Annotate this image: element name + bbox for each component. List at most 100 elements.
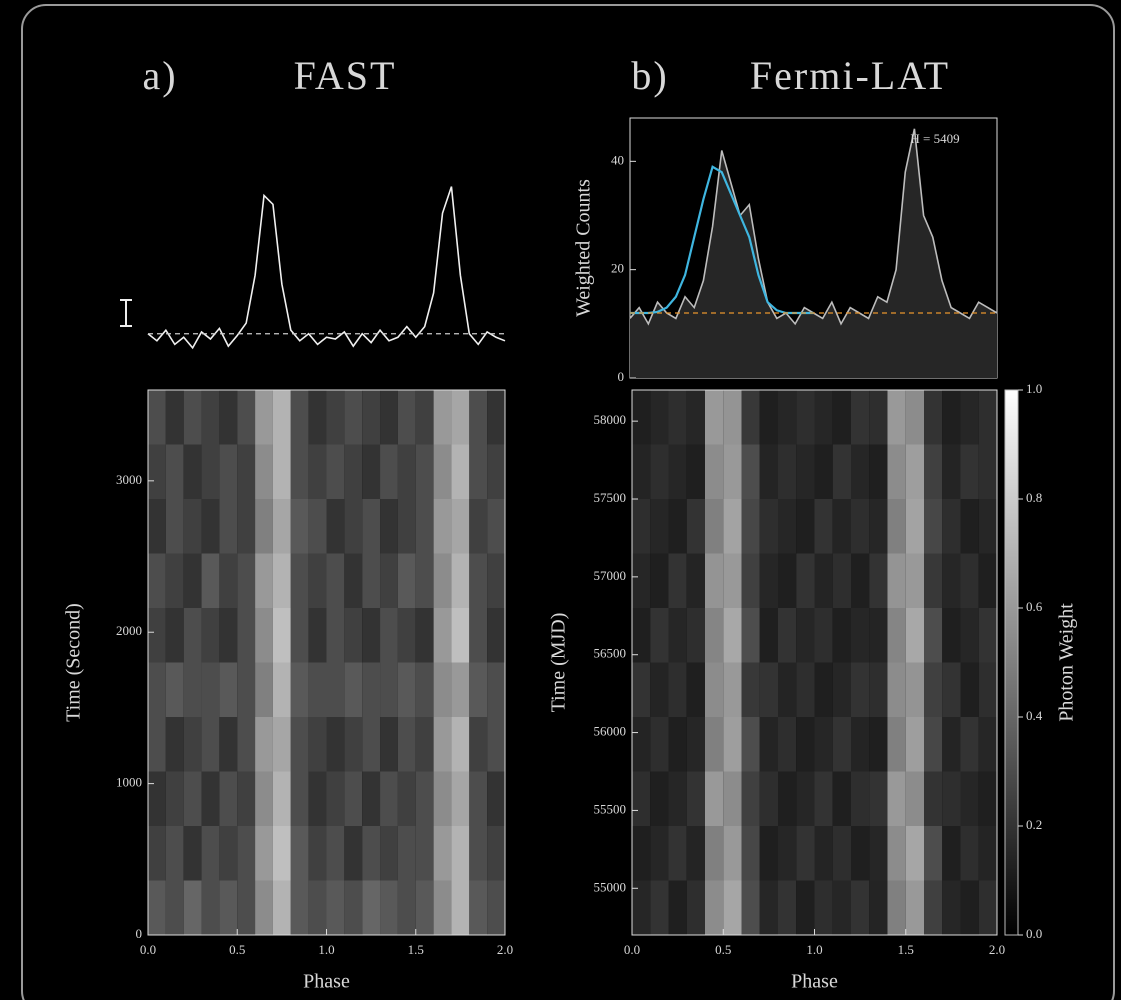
heatmap-cell	[397, 499, 416, 554]
heatmap-cell	[960, 444, 979, 499]
heatmap-cell	[290, 608, 309, 663]
heatmap-cell	[290, 662, 309, 717]
heatmap-cell	[924, 444, 943, 499]
colorbar	[1004, 389, 1019, 936]
heatmap-cell	[219, 553, 238, 608]
heatmap-cell	[469, 444, 488, 499]
heatmap-cell	[451, 499, 470, 554]
heatmap-cell	[219, 662, 238, 717]
heatmap-cell	[978, 771, 997, 826]
heatmap-cell	[237, 390, 256, 445]
heatmap-cell	[469, 717, 488, 772]
heatmap-cell	[650, 390, 669, 445]
heatmap-cell	[415, 717, 434, 772]
heatmap-cell	[237, 444, 256, 499]
heatmap-cell	[869, 717, 888, 772]
heatmap-cell	[148, 499, 166, 554]
heatmap-cell	[380, 553, 398, 608]
heatmap-cell	[905, 553, 924, 608]
heatmap-cell	[397, 880, 416, 935]
heatmap-cell	[942, 771, 961, 826]
heatmap-cell	[705, 662, 724, 717]
heatmap-cell	[741, 390, 760, 445]
heatmap-cell	[237, 880, 256, 935]
heatmap-cell	[887, 717, 906, 772]
heatmap-cell	[778, 662, 797, 717]
heatmap-cell	[183, 553, 202, 608]
heatmap-cell	[942, 880, 961, 935]
heatmap-cell	[723, 662, 742, 717]
heatmap-cell	[796, 662, 815, 717]
x-tick-label: 0.0	[624, 942, 640, 957]
heatmap-cell	[741, 717, 760, 772]
heatmap-cell	[272, 717, 291, 772]
heatmap-cell	[255, 553, 273, 608]
heatmap-cell	[237, 662, 256, 717]
heatmap-cell	[148, 826, 166, 881]
heatmap-cell	[741, 499, 760, 554]
heatmap-cell	[668, 662, 687, 717]
heatmap-cell	[272, 608, 291, 663]
heatmap-cell	[433, 608, 452, 663]
heatmap-cell	[796, 717, 815, 772]
heatmap-cell	[165, 662, 184, 717]
heatmap-cell	[686, 880, 705, 935]
heatmap-cell	[148, 444, 166, 499]
heatmap-cell	[290, 499, 309, 554]
y-tick-label: 0	[136, 926, 143, 941]
heatmap-cell	[362, 553, 381, 608]
heatmap-cell	[814, 826, 833, 881]
heatmap-cell	[814, 771, 833, 826]
heatmap-cell	[978, 499, 997, 554]
heatmap-cell	[255, 717, 273, 772]
colorbar-label: Photon Weight	[1056, 603, 1078, 722]
heatmap-cell	[326, 499, 345, 554]
heatmap-cell	[255, 390, 273, 445]
heatmap-cell	[380, 499, 398, 554]
heatmap-cell	[344, 553, 363, 608]
heatmap-cell	[433, 771, 452, 826]
heatmap-cell	[924, 662, 943, 717]
heatmap-cell	[632, 826, 651, 881]
heatmap-cell	[814, 444, 833, 499]
heatmap-cell	[397, 444, 416, 499]
heatmap-cell	[487, 499, 505, 554]
heatmap-cell	[832, 608, 851, 663]
panel-title: Fermi-LAT	[750, 53, 950, 98]
heatmap-cell	[487, 444, 505, 499]
heatmap-cell	[380, 390, 398, 445]
heatmap-cell	[924, 826, 943, 881]
heatmap-cell	[201, 390, 220, 445]
heatmap-cell	[632, 880, 651, 935]
heatmap-cell	[887, 608, 906, 663]
heatmap-cell	[650, 553, 669, 608]
heatmap-cell	[380, 444, 398, 499]
heatmap-cell	[960, 771, 979, 826]
heatmap-cell	[650, 444, 669, 499]
heatmap-cell	[650, 826, 669, 881]
heatmap-cell	[219, 444, 238, 499]
heatmap-cell	[723, 608, 742, 663]
heatmap-cell	[201, 717, 220, 772]
y-tick-label: 57500	[594, 490, 627, 505]
heatmap-cell	[290, 444, 309, 499]
heatmap-cell	[723, 717, 742, 772]
heatmap-cell	[869, 553, 888, 608]
heatmap-cell	[796, 499, 815, 554]
y-tick-label: 2000	[116, 623, 142, 638]
heatmap-cell	[290, 553, 309, 608]
heatmap-cell	[487, 880, 505, 935]
heatmap-cell	[778, 390, 797, 445]
heatmap-cell	[686, 662, 705, 717]
heatmap-cell	[451, 771, 470, 826]
heatmap-cell	[723, 390, 742, 445]
heatmap-cell	[632, 771, 651, 826]
heatmap-cell	[308, 553, 327, 608]
heatmap-cell	[960, 826, 979, 881]
heatmap-cell	[924, 717, 943, 772]
heatmap-cell	[924, 390, 943, 445]
x-tick-label: 1.0	[806, 942, 822, 957]
heatmap-cell	[869, 771, 888, 826]
heatmap-cell	[686, 608, 705, 663]
heatmap-cell	[814, 499, 833, 554]
